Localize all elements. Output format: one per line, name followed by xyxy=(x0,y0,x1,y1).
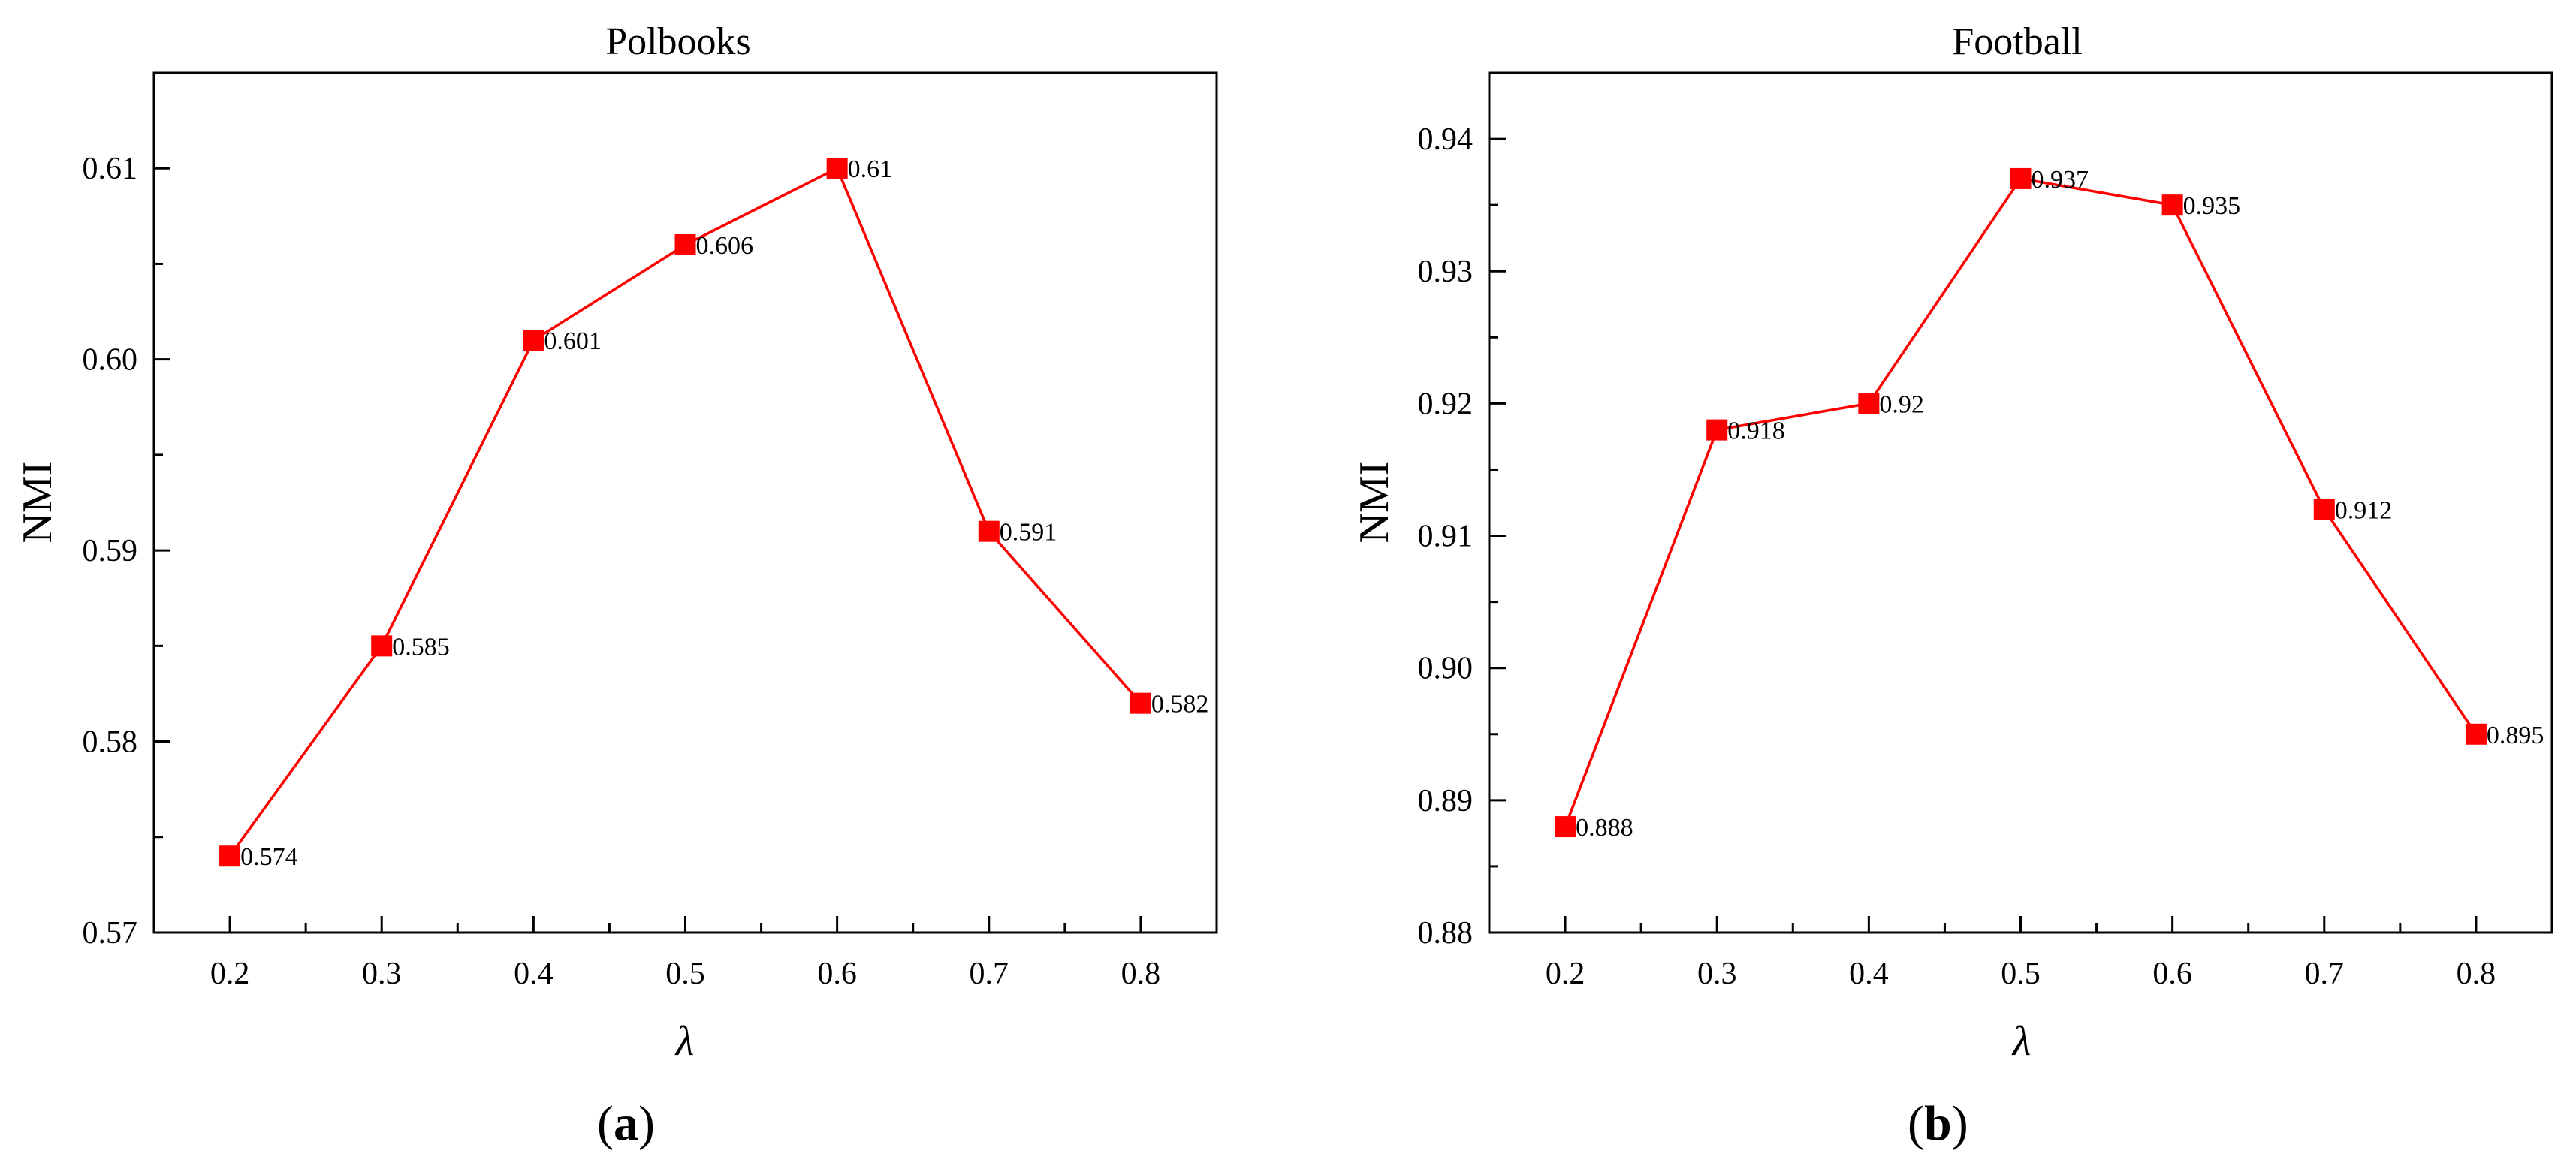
data-label: 0.591 xyxy=(1000,519,1057,547)
x-tick-label: 0.7 xyxy=(970,957,1009,991)
series-layer: 0.888 0.918 0.92 0.937 0.935 0.912 0.895 xyxy=(1555,166,2544,842)
data-point-marker xyxy=(1706,419,1728,441)
data-label: 0.912 xyxy=(2335,496,2393,524)
y-axis: 0.88 0.89 0.90 0.91 0.92 0.93 0.94 xyxy=(1418,71,1506,951)
data-point-marker xyxy=(1130,692,1151,714)
data-label: 0.61 xyxy=(848,155,893,183)
data-point-marker xyxy=(219,845,241,867)
data-point-marker xyxy=(1858,393,1880,414)
y-axis-label: NMI xyxy=(1351,462,1398,544)
panel-label: (a) xyxy=(597,1096,655,1151)
x-tick-label: 0.2 xyxy=(1546,957,1585,991)
y-tick-label: 0.88 xyxy=(1418,916,1474,951)
x-tick-label: 0.4 xyxy=(1849,957,1889,991)
data-label: 0.918 xyxy=(1727,417,1785,445)
x-tick-label: 0.5 xyxy=(665,957,705,991)
y-tick-label: 0.89 xyxy=(1418,784,1474,818)
chart-title: Polbooks xyxy=(605,20,751,63)
x-tick-label: 0.8 xyxy=(2457,957,2496,991)
y-tick-label: 0.60 xyxy=(83,343,138,378)
data-label: 0.888 xyxy=(1576,814,1633,842)
y-tick-label: 0.58 xyxy=(83,725,138,760)
panel-letter: b xyxy=(1924,1096,1952,1151)
x-tick-label: 0.7 xyxy=(2305,957,2345,991)
data-point-marker xyxy=(1555,816,1576,838)
y-tick-label: 0.93 xyxy=(1418,255,1474,289)
data-label: 0.606 xyxy=(696,232,754,260)
panel-letter: a xyxy=(614,1096,638,1151)
x-tick-label: 0.3 xyxy=(1697,957,1737,991)
data-label: 0.582 xyxy=(1151,691,1209,719)
plot-frame xyxy=(152,71,1218,934)
data-point-marker xyxy=(674,234,696,255)
y-tick-label: 0.59 xyxy=(83,534,138,568)
plot-frame xyxy=(1488,71,2553,934)
y-axis-label: NMI xyxy=(14,462,61,544)
x-tick-label: 0.8 xyxy=(1121,957,1161,991)
y-tick-label: 0.91 xyxy=(1418,520,1474,554)
x-tick-label: 0.5 xyxy=(2001,957,2041,991)
x-tick-label: 0.3 xyxy=(362,957,402,991)
data-label: 0.895 xyxy=(2487,722,2544,749)
x-tick-label: 0.6 xyxy=(817,957,857,991)
data-label: 0.601 xyxy=(544,327,602,355)
y-tick-label: 0.94 xyxy=(1418,122,1474,157)
data-point-marker xyxy=(2161,194,2183,216)
x-axis: 0.2 0.3 0.4 0.5 0.6 0.7 0.8 xyxy=(210,916,1160,991)
x-tick-label: 0.4 xyxy=(514,957,554,991)
chart-panel-football: Football 0.88 0.89 0.90 0.91 0.92 0.93 0.94 0.… xyxy=(1351,20,2553,1151)
data-point-marker xyxy=(523,330,544,351)
y-tick-label: 0.90 xyxy=(1418,652,1474,686)
y-tick-label: 0.57 xyxy=(83,916,138,951)
data-point-marker xyxy=(2313,499,2335,520)
y-axis: 0.57 0.58 0.59 0.60 0.61 xyxy=(83,71,170,951)
y-tick-label: 0.61 xyxy=(83,152,138,186)
x-axis-label: λ xyxy=(2011,1018,2031,1065)
series-layer: 0.574 0.585 0.601 0.606 0.61 0.591 0.582 xyxy=(219,155,1208,871)
series-line xyxy=(228,166,1142,857)
data-label: 0.935 xyxy=(2183,192,2241,220)
x-tick-label: 0.6 xyxy=(2152,957,2192,991)
data-label: 0.937 xyxy=(2032,166,2089,194)
data-label: 0.574 xyxy=(240,843,298,871)
data-point-marker xyxy=(978,520,1000,542)
x-tick-label: 0.2 xyxy=(210,957,250,991)
data-label: 0.585 xyxy=(392,633,450,661)
chart-panel-polbooks: Polbooks 0.570.580.590.600.61 0.2 0.3 0.4 0… xyxy=(14,20,1218,1151)
data-label: 0.92 xyxy=(1879,390,1924,418)
data-point-marker xyxy=(826,158,848,179)
x-axis: 0.2 0.3 0.4 0.5 0.6 0.7 0.8 xyxy=(1546,916,2496,991)
data-point-marker xyxy=(371,635,393,657)
x-axis-label: λ xyxy=(674,1018,694,1065)
chart-title: Football xyxy=(1952,20,2082,63)
y-tick-label: 0.92 xyxy=(1418,387,1474,421)
data-point-marker xyxy=(2465,723,2487,745)
panel-label: (b) xyxy=(1908,1096,1968,1151)
data-point-marker xyxy=(2010,167,2032,189)
